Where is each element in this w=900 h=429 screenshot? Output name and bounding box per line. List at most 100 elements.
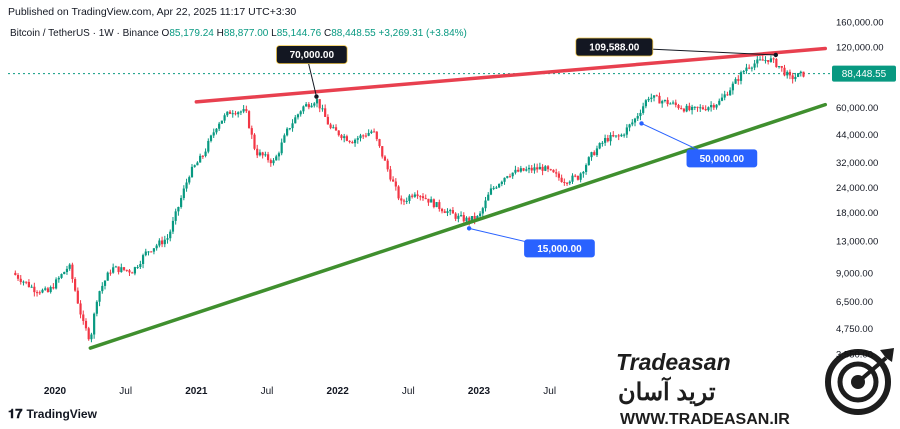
candle [671,100,675,105]
candle [19,275,22,285]
candle [405,197,408,205]
candle [280,138,283,156]
candle [226,111,229,118]
candle [707,106,710,112]
candle [264,151,267,157]
candle [74,277,77,292]
candle [669,102,672,105]
price-tick-label: 160,000.00 [836,18,884,29]
candle [723,90,726,101]
candle [190,164,194,178]
candle [180,195,183,209]
candle [345,134,349,142]
candle [256,144,259,159]
candle [432,198,435,209]
candle [517,167,520,173]
candle [294,115,297,124]
candle [30,284,33,288]
candle [419,195,422,201]
candle [799,70,802,77]
candle [44,286,47,291]
candle [750,66,753,72]
candle [291,119,294,132]
candle [413,192,416,198]
candle [400,195,403,205]
candle [136,264,139,269]
open-value: 85,179.24 [169,28,214,39]
time-tick-label: 2021 [185,386,208,397]
candle [783,64,786,77]
resistance-trendline [194,46,828,104]
candle [375,131,378,142]
candle [324,104,327,118]
candle [546,165,550,173]
candle [780,65,783,72]
candle [791,72,794,84]
price-tick-label: 44,000.00 [836,130,878,141]
candle [796,73,800,78]
candle [430,196,433,203]
candle [549,168,552,171]
candle [231,110,234,118]
candle [106,271,109,281]
candle [481,206,484,218]
candle [199,153,202,163]
candle [508,173,512,178]
watermark-latin: Tradeasan [616,349,731,375]
candle [408,194,411,204]
candle [84,318,88,331]
candle [212,128,215,138]
candle [247,110,251,129]
candle [647,96,650,103]
candle [699,104,702,112]
low-label: L [271,28,277,39]
price-callout: 70,000.00 [276,45,348,99]
time-axis[interactable]: 2020 Jul 2021 Jul 2022 Jul 2023 Jul [44,386,556,397]
candle [372,128,376,133]
candle [286,127,289,137]
candle [174,208,177,225]
candle [16,273,20,282]
candle [185,178,188,192]
candle [459,211,463,217]
annotations: 70,000.00 109,588.00 15,000.00 50,000.00 [276,37,778,258]
candle [541,164,544,176]
candle [90,332,93,343]
candle [633,117,637,127]
candle [584,163,588,175]
trendlines [88,46,828,350]
high-value: 88,877.00 [223,28,269,39]
last-price-box [832,65,896,82]
candle [525,166,528,172]
candle [598,142,601,150]
candle [628,123,631,132]
candle [14,270,17,276]
candle [457,213,460,223]
close-value: 88,448.55 [331,28,376,39]
candle [685,103,688,113]
candle [489,184,493,196]
price-tick-label: 60,000.00 [836,103,878,114]
candle [87,326,90,341]
tradingview-footer[interactable]: 𝟏𝟕 TradingView [8,406,97,422]
candle [139,260,142,270]
time-tick-label: 2020 [44,386,67,397]
price-tick-label: 4,750.00 [836,324,873,335]
candle [307,102,310,110]
candle [340,134,343,141]
candle [299,110,302,117]
candle [223,113,226,124]
candle [495,185,498,190]
callout-label: 15,000.00 [537,244,582,255]
candle [427,198,430,206]
candle [302,105,305,114]
candle [364,132,368,138]
candle [63,271,66,275]
candle [582,170,585,178]
candle [726,91,729,96]
candle [587,156,590,166]
candle [275,154,278,161]
candle [522,167,525,172]
candle [451,207,455,214]
